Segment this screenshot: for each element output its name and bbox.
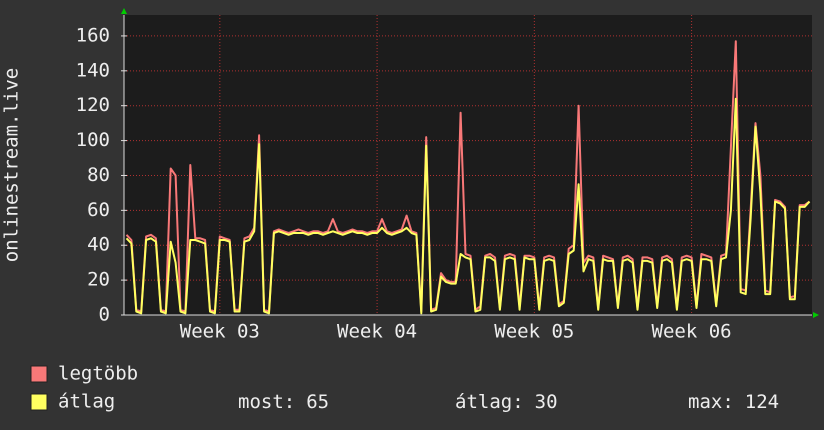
axis-arrow — [121, 8, 127, 14]
y-tick-label: 140 — [76, 59, 110, 81]
x-tick-label: Week 04 — [337, 321, 417, 343]
y-tick-label: 100 — [76, 129, 110, 151]
stat-label: most: — [238, 391, 295, 413]
series-line — [125, 97, 811, 315]
stat-value: 124 — [745, 391, 779, 413]
x-tick-label: Week 05 — [494, 321, 574, 343]
stat-label: max: — [688, 391, 734, 413]
stat-label: átlag: — [455, 391, 524, 413]
y-tick-label: 120 — [76, 94, 110, 116]
legend-label: legtöbb — [58, 363, 138, 385]
axis-arrow — [813, 312, 819, 318]
legend-label: átlag — [58, 391, 115, 413]
x-tick-label: Week 06 — [652, 321, 732, 343]
lines — [125, 40, 811, 315]
y-tick-label: 60 — [87, 199, 110, 221]
stat-value: 65 — [306, 391, 329, 413]
stat-value: 30 — [535, 391, 558, 413]
y-tick-label: 0 — [99, 304, 110, 326]
stat: átlag: 30 — [455, 391, 558, 413]
y-tick-label: 160 — [76, 24, 110, 46]
plot-area — [124, 15, 812, 315]
y-tick-label: 20 — [87, 269, 110, 291]
y-axis-label: onlinestream.live — [1, 68, 23, 262]
y-tick-label: 80 — [87, 164, 110, 186]
legend-swatch — [30, 393, 48, 411]
stat: max: 124 — [688, 391, 779, 413]
legend: legtöbb átlag most: 65 átlag: 30 max: 124 — [30, 363, 779, 413]
legend-swatch — [30, 365, 48, 383]
stat: most: 65 — [238, 391, 329, 413]
y-tick-label: 40 — [87, 234, 110, 256]
x-tick-label: Week 03 — [180, 321, 260, 343]
